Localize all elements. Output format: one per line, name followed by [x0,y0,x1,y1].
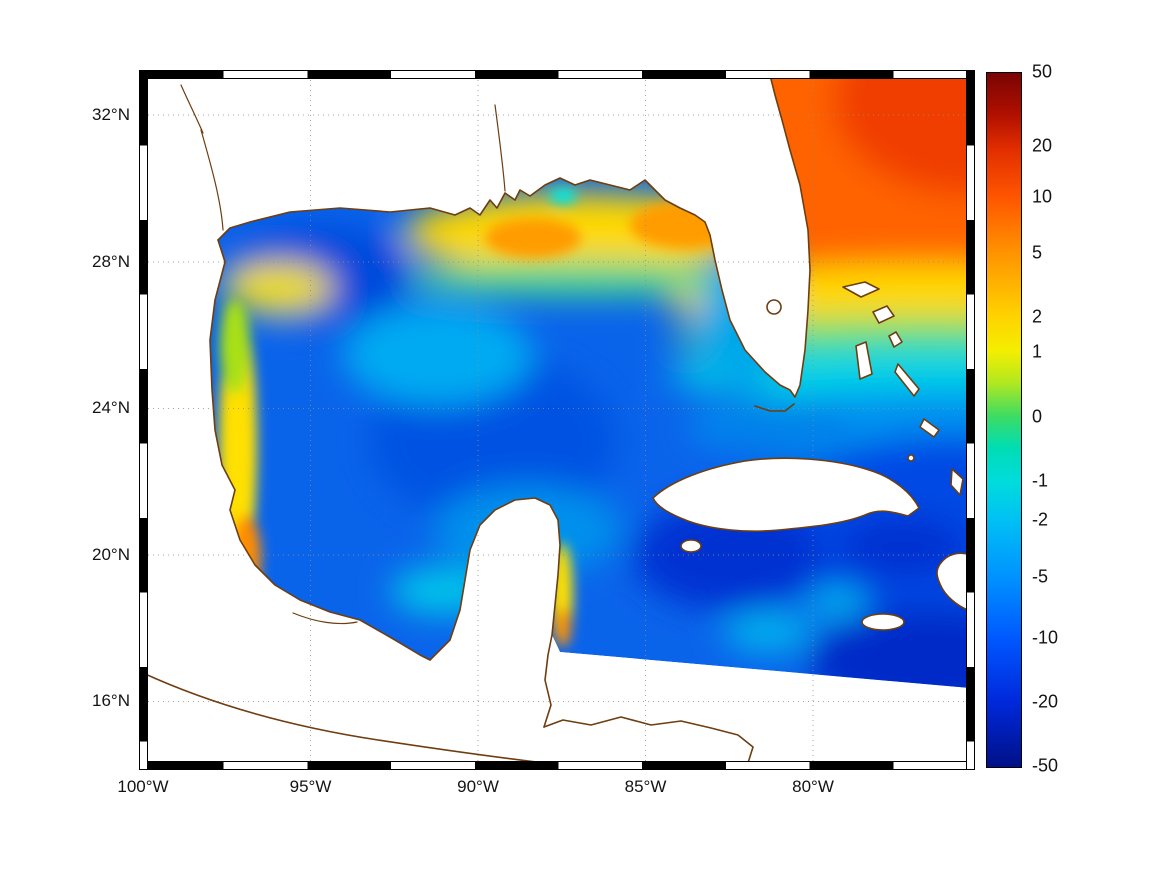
x-tick-label: 85°W [624,777,667,796]
x-tick-label: 100°W [117,777,169,796]
mexico-yucatan-coastline [209,239,561,728]
bahamas-cay [907,454,915,462]
colorbar-tick-label: -1 [1032,470,1049,491]
grid-lines [143,75,970,765]
colorbar-tick-label: 20 [1032,135,1053,156]
florida-keys [754,403,795,412]
colorbar-tick-label: 0 [1032,406,1043,427]
colorbar-tick-label: -5 [1032,566,1049,587]
colorbar-tick-label: -10 [1032,627,1059,648]
honduras-coastline [543,716,754,764]
y-tick-label: 16°N [92,691,130,710]
colorbar-tick-label: 10 [1032,186,1053,207]
colorbar-tick-label: 50 [1032,61,1053,82]
texas-river-2 [180,84,204,134]
y-tick-label: 20°N [92,544,130,564]
y-tick-label: 32°N [92,105,130,124]
colorbar-tick-label: 2 [1032,306,1043,327]
map-plot-area [143,75,970,765]
x-tick-label: 95°W [289,777,332,796]
colorbar-tick-label: -2 [1032,509,1049,530]
colorbar [986,72,1022,768]
coastlines [143,75,811,765]
jamaica-island [861,613,905,631]
pacific-coastline [143,672,562,765]
bahamas-abaco [872,305,895,324]
map-frame-right [966,70,975,770]
map-frame-left [139,70,148,770]
map-frame-top [139,70,975,79]
ocean-data-field [210,75,970,688]
islands [652,281,970,631]
bahamas-eleuthera [888,331,903,348]
map-frame-bottom [139,761,975,770]
hispaniola-island [936,552,970,612]
cuba-island [652,457,920,532]
colorbar-tick-label: 1 [1032,341,1043,362]
texas-river [200,129,224,231]
rivers [180,84,506,625]
bahamas-andros [855,341,873,380]
y-tick-label: 24°N [92,398,130,417]
x-tick-label: 90°W [457,777,499,796]
isla-juventud-island [680,539,702,553]
colorbar-tick-label: -50 [1032,755,1059,776]
bahamas-long-island [919,418,940,438]
mississippi-river [494,104,506,192]
campeche-lagoon [292,612,358,625]
colorbar-tick-label: -20 [1032,691,1059,712]
y-tick-label: 28°N [92,251,130,271]
bahamas-exuma [894,363,920,397]
bahamas-bank-east [950,468,964,496]
x-tick-label: 80°W [792,777,834,796]
lake-okeechobee [766,299,782,315]
us-gulf-and-florida-coastline [217,75,811,398]
bahamas-grand-bahama [842,281,880,298]
colorbar-tick-label: 5 [1032,242,1043,263]
